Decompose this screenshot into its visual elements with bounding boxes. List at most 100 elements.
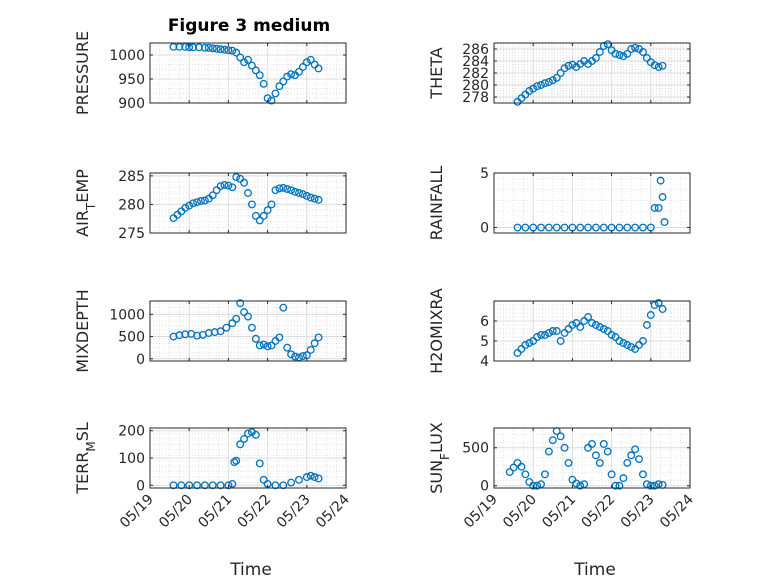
figure-title: Figure 3 medium: [168, 16, 330, 36]
data-point: [212, 186, 221, 195]
data-point: [544, 329, 553, 337]
y-axis-label: PRESSURE: [73, 31, 92, 115]
data-point: [572, 319, 581, 327]
data-point: [615, 337, 624, 345]
data-point: [619, 339, 628, 347]
data-point: [244, 312, 252, 321]
y-tick-label: 282: [462, 66, 489, 82]
data-point: [544, 223, 553, 232]
data-point: [232, 48, 241, 57]
data-point: [177, 481, 186, 490]
data-point: [658, 193, 667, 201]
data-point: [615, 51, 624, 59]
data-point: [212, 44, 221, 53]
data-point: [560, 64, 569, 73]
data-point: [175, 42, 184, 51]
data-point: [556, 69, 565, 77]
y-axis-label: RAINFALL: [427, 166, 446, 241]
data-point: [568, 321, 577, 329]
data-point: [611, 49, 620, 58]
y-tick-label: 0: [136, 352, 145, 368]
data-point: [291, 187, 299, 196]
data-point: [283, 72, 292, 81]
data-point: [228, 46, 237, 55]
data-point: [658, 305, 667, 313]
data-point: [275, 333, 284, 342]
x-axis-label-left: Time: [229, 560, 272, 580]
data-point: [595, 458, 604, 467]
data-point: [189, 43, 198, 52]
data-point: [525, 87, 534, 95]
data-point: [169, 481, 178, 490]
x-tick-label: 05/22: [235, 492, 275, 532]
data-point: [283, 185, 292, 193]
data-point: [251, 334, 260, 343]
data-point: [650, 203, 659, 212]
data-point: [222, 323, 231, 332]
data-point: [548, 436, 557, 445]
data-point: [255, 341, 264, 350]
y-tick-label: 275: [118, 226, 145, 242]
data-point: [595, 48, 604, 56]
data-point: [537, 223, 545, 232]
data-point: [185, 481, 194, 490]
x-tick-label: 05/19: [461, 492, 501, 532]
y-tick-label: 1000: [109, 307, 145, 323]
data-point: [259, 475, 268, 484]
data-point: [302, 191, 311, 200]
y-tick-label: 6: [480, 314, 489, 330]
data-point: [220, 181, 229, 189]
data-point: [216, 327, 225, 336]
data-point: [627, 451, 636, 460]
data-point: [287, 478, 296, 487]
data-point: [537, 81, 545, 89]
data-point: [646, 481, 655, 490]
y-tick-label: 1000: [109, 48, 145, 64]
data-point: [240, 308, 249, 317]
data-point: [552, 327, 561, 335]
data-point: [631, 43, 640, 52]
data-point: [603, 447, 612, 456]
data-point: [216, 481, 225, 490]
data-point: [259, 211, 268, 220]
y-tick-label: 950: [118, 72, 145, 88]
data-point: [564, 458, 573, 467]
data-point: [267, 341, 276, 350]
x-axis-label-right: Time: [573, 560, 616, 580]
data-point: [588, 439, 596, 448]
data-point: [656, 176, 665, 185]
data-point: [295, 475, 303, 484]
data-point: [220, 45, 229, 54]
y-axis-label: AIRTEMP: [73, 169, 98, 237]
panel-pressure: 900 950 1000 PRESSURE: [73, 31, 347, 115]
data-point: [623, 341, 632, 349]
data-point: [232, 456, 241, 465]
y-axis-label: TERRMSL: [73, 422, 98, 495]
data-point: [646, 311, 655, 319]
data-point: [537, 331, 545, 339]
data-point: [247, 200, 256, 209]
data-point: [631, 345, 640, 353]
data-point: [603, 327, 612, 335]
data-point: [627, 45, 636, 53]
data-point: [228, 319, 237, 328]
axes-box: [493, 300, 691, 362]
data-point: [232, 173, 241, 181]
data-point: [591, 321, 600, 329]
data-point: [642, 54, 651, 62]
data-point: [576, 481, 585, 490]
data-point: [236, 440, 245, 449]
data-point: [650, 301, 659, 309]
y-tick-label: 4: [480, 354, 489, 370]
data-point: [517, 345, 526, 353]
data-point: [556, 337, 565, 345]
data-point: [200, 43, 209, 52]
y-tick-label: 278: [462, 90, 489, 106]
data-point: [639, 337, 647, 345]
y-tick-label: 900: [118, 96, 145, 112]
data-point: [169, 42, 178, 51]
data-point: [263, 342, 272, 351]
data-point: [259, 79, 268, 88]
data-point: [271, 481, 280, 490]
data-point: [287, 186, 296, 195]
